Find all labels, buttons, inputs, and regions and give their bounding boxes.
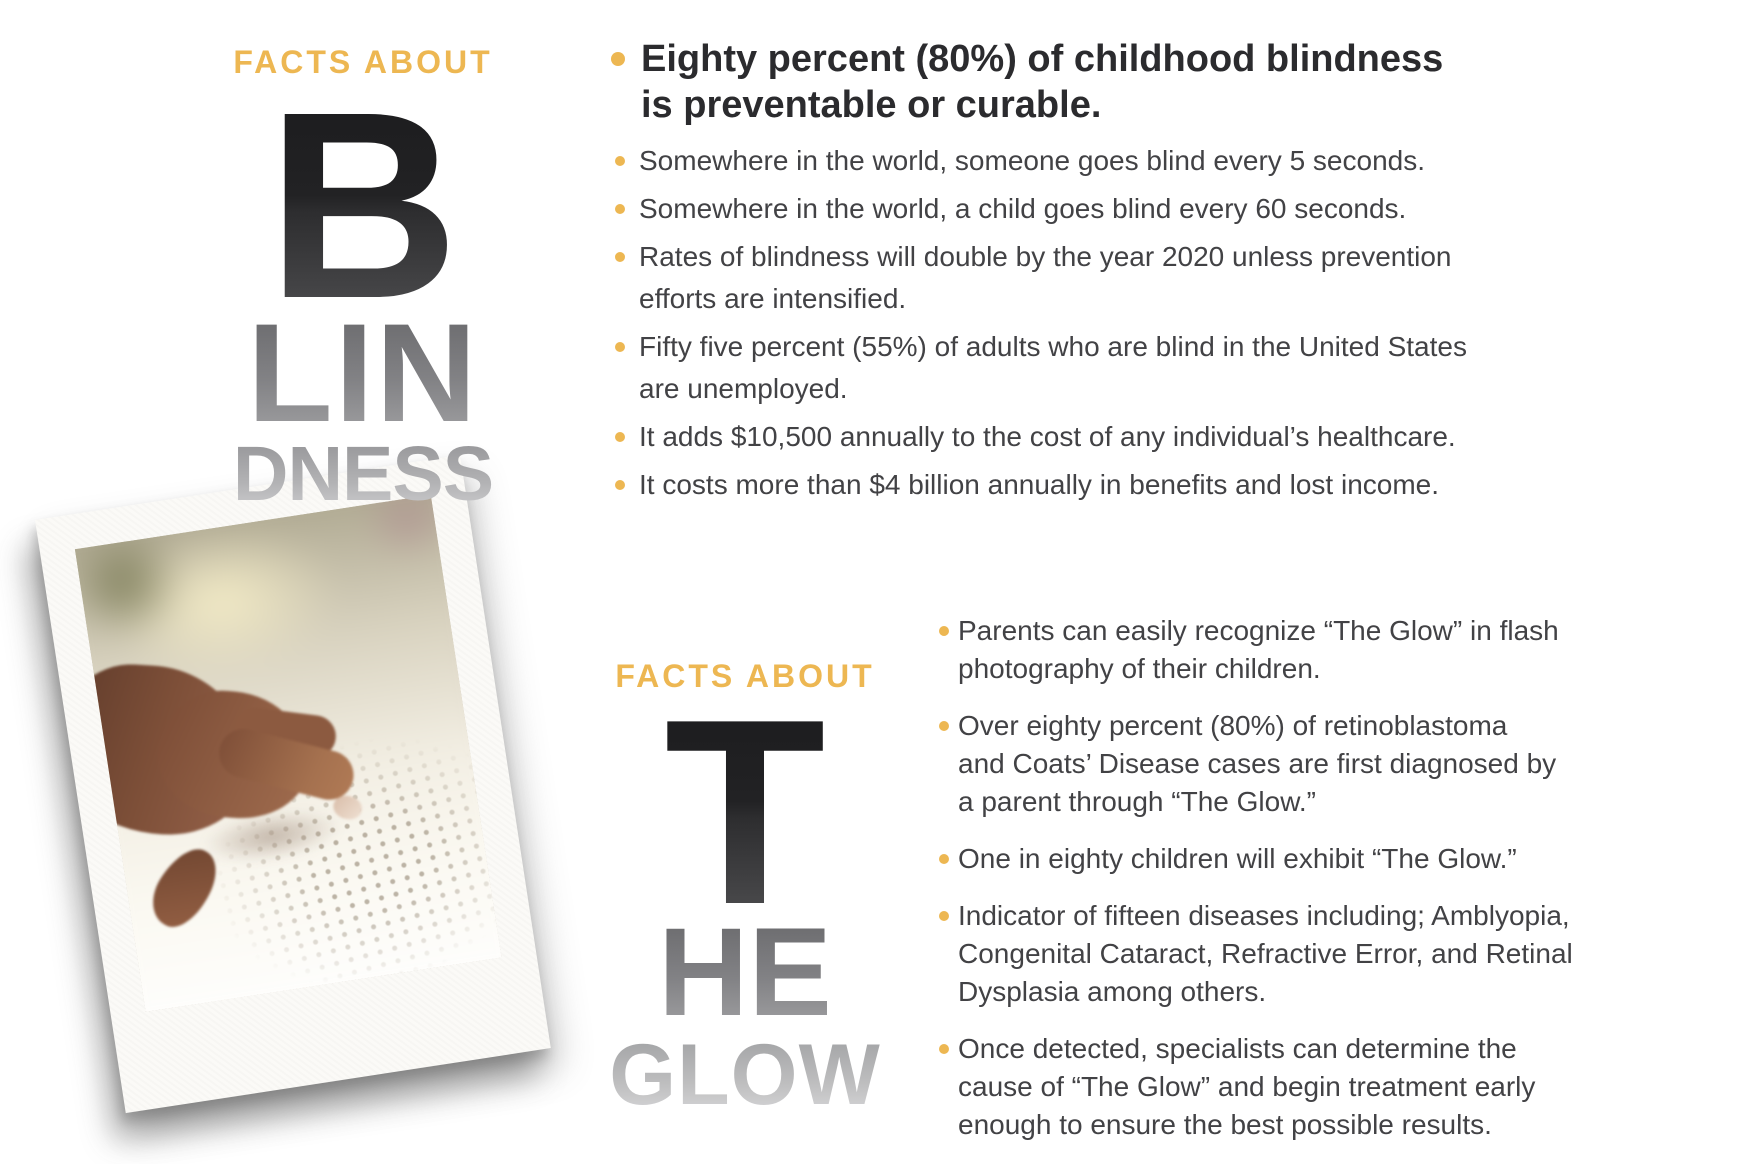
bullet-dot: [615, 342, 625, 352]
blindness-lead-fact: Eighty percent (80%) of childhood blindn…: [605, 36, 1443, 128]
facts-about-label-blindness: FACTS ABOUT: [233, 44, 493, 80]
list-item: It adds $10,500 annually to the cost of …: [605, 416, 1467, 458]
blindness-letters-lin: LIN: [168, 303, 558, 443]
bullet-dot: [615, 432, 625, 442]
list-item: One in eighty children will exhibit “The…: [935, 840, 1573, 878]
hand-reading-braille: [74, 495, 502, 1012]
list-item: Indicator of fifteen diseases including;…: [935, 897, 1573, 1011]
blindness-letter-b: B: [168, 73, 558, 339]
blindness-wordmark: FACTS ABOUT B LIN DNESS: [168, 0, 558, 520]
bullet-dot: [615, 156, 625, 166]
glow-letters-he: HE: [555, 910, 935, 1035]
list-item: It costs more than $4 billion annually i…: [605, 464, 1467, 506]
the-glow-wordmark: FACTS ABOUT T HE GLOW: [555, 0, 935, 1130]
bullet-dot: [615, 480, 625, 490]
braille-photo-polaroid: [35, 454, 551, 1114]
bullet-dot: [615, 252, 625, 262]
blindness-letters-dness: DNESS: [168, 436, 558, 513]
list-item: Parents can easily recognize “The Glow” …: [935, 612, 1573, 688]
facts-about-label-glow: FACTS ABOUT: [615, 658, 875, 694]
bullet-dot: [939, 911, 949, 921]
bullet-dot: [611, 52, 625, 66]
list-item: Fifty five percent (55%) of adults who a…: [605, 326, 1467, 410]
list-item: Rates of blindness will double by the ye…: [605, 236, 1467, 320]
list-item: Once detected, specialists can determine…: [935, 1030, 1573, 1144]
braille-photo: [74, 494, 502, 1012]
bullet-dot: [615, 204, 625, 214]
glow-letter-t: T: [555, 680, 935, 944]
bullet-dot: [939, 721, 949, 731]
glow-letters-glow: GLOW: [555, 1032, 935, 1118]
blindness-facts-list: Somewhere in the world, someone goes bli…: [605, 140, 1467, 512]
glow-facts-list: Parents can easily recognize “The Glow” …: [935, 612, 1573, 1163]
lead-fact-text: Eighty percent (80%) of childhood blindn…: [641, 38, 1444, 126]
list-item: Somewhere in the world, a child goes bli…: [605, 188, 1467, 230]
bullet-dot: [939, 1044, 949, 1054]
list-item: Somewhere in the world, someone goes bli…: [605, 140, 1467, 182]
bullet-dot: [939, 854, 949, 864]
bullet-dot: [939, 626, 949, 636]
list-item: Over eighty percent (80%) of retinoblast…: [935, 707, 1573, 821]
